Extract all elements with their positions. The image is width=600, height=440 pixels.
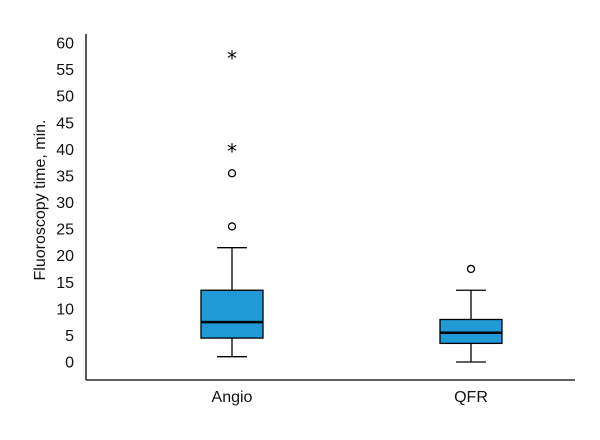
- box-group: [439, 264, 503, 363]
- outlier-point: [227, 169, 237, 178]
- outlier-point: [227, 222, 237, 231]
- y-tick-label: 15: [56, 275, 74, 292]
- y-axis-ticks: 0 5 10 15 20 25 30 35 40 45 50 55 60: [56, 36, 74, 372]
- y-tick-label: 5: [65, 328, 74, 345]
- box-iqr: [200, 289, 264, 339]
- extreme-outlier-point: *: [227, 139, 237, 163]
- x-tick-label: QFR: [454, 389, 488, 406]
- y-tick-label: 35: [56, 168, 74, 185]
- y-axis-title: Fluoroscopy time, min.: [32, 120, 49, 281]
- extreme-outlier-point: *: [227, 46, 237, 70]
- y-tick-label: 20: [56, 248, 74, 265]
- box-series: **: [200, 46, 503, 363]
- outlier-point: [466, 264, 476, 274]
- x-axis-ticks: Angio QFR: [212, 389, 488, 406]
- y-tick-label: 30: [56, 195, 74, 212]
- y-tick-label: 25: [56, 222, 74, 239]
- box-group: **: [200, 46, 264, 358]
- y-tick-label: 40: [56, 142, 74, 159]
- y-tick-label: 0: [65, 355, 74, 372]
- box-iqr: [439, 318, 503, 345]
- y-tick-label: 10: [56, 301, 74, 318]
- y-tick-label: 50: [56, 89, 74, 106]
- y-tick-label: 55: [56, 62, 74, 79]
- x-tick-label: Angio: [212, 389, 253, 406]
- y-tick-label: 60: [56, 36, 74, 53]
- y-tick-label: 45: [56, 115, 74, 132]
